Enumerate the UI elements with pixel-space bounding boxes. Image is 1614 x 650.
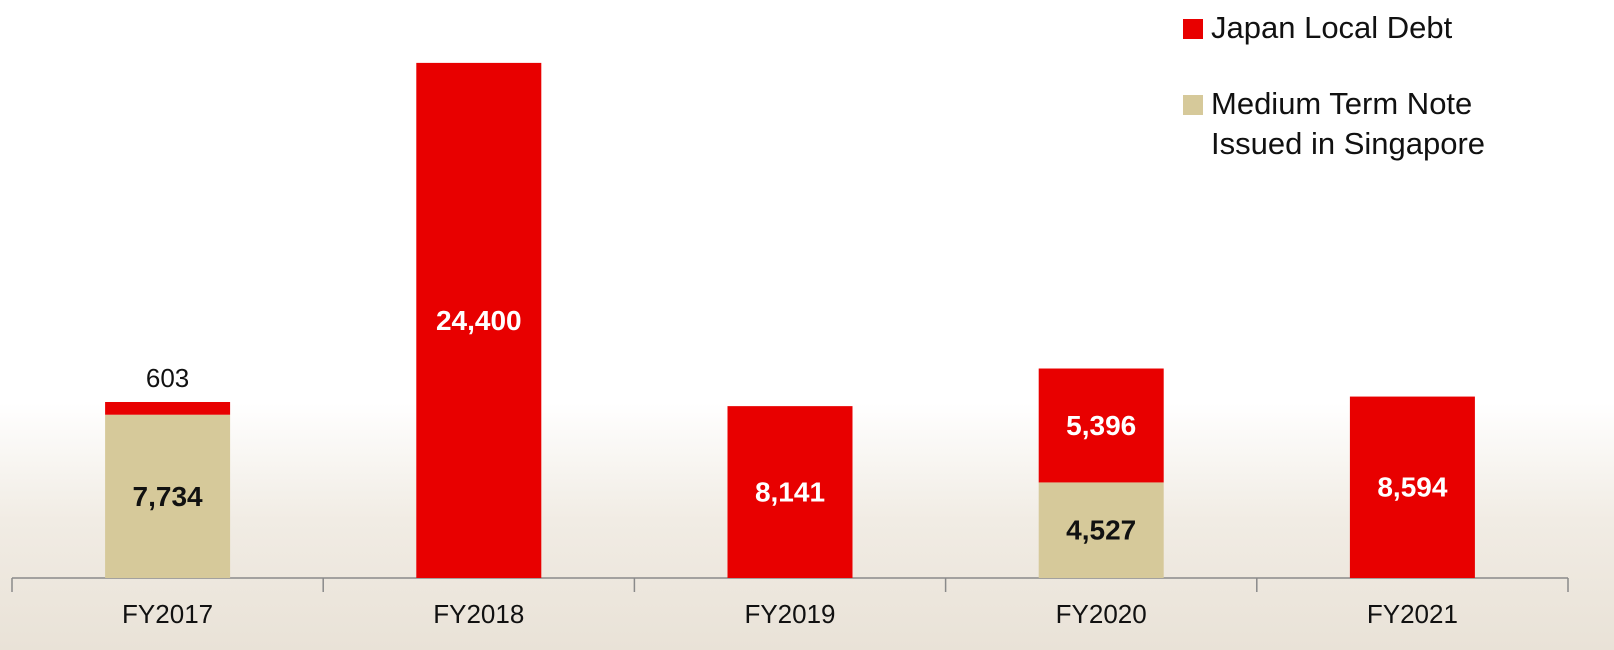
legend-item: Medium Term Note Issued in Singapore — [1183, 84, 1603, 164]
x-tick-label: FY2018 — [433, 599, 524, 629]
data-label: 5,396 — [1066, 410, 1136, 441]
data-label: 8,141 — [755, 476, 825, 507]
data-label: 24,400 — [436, 305, 522, 336]
legend-label: Medium Term Note Issued in Singapore — [1211, 84, 1531, 164]
legend-label: Japan Local Debt — [1211, 8, 1551, 48]
x-tick-label: FY2019 — [744, 599, 835, 629]
data-label: 603 — [146, 363, 189, 393]
data-label: 4,527 — [1066, 515, 1136, 546]
legend-item: Japan Local Debt — [1183, 8, 1603, 48]
x-tick-label: FY2017 — [122, 599, 213, 629]
data-label: 7,734 — [133, 481, 203, 512]
legend: Japan Local Debt Medium Term Note Issued … — [1183, 8, 1603, 200]
data-label: 8,594 — [1377, 472, 1447, 503]
legend-swatch — [1183, 95, 1203, 115]
bar-segment — [105, 402, 230, 415]
x-tick-label: FY2021 — [1367, 599, 1458, 629]
chart-area: FY2017 7,734 603 FY2018 24,400 FY2019 8,141 FY2… — [0, 0, 1614, 650]
x-tick-label: FY2020 — [1056, 599, 1147, 629]
legend-swatch — [1183, 19, 1203, 39]
